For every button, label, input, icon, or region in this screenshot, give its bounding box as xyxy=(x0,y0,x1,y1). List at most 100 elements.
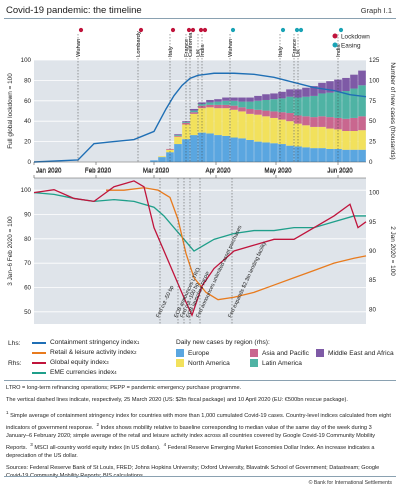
legend-lhs-prefix: Lhs: xyxy=(8,340,21,347)
cases-bar-north-america xyxy=(158,156,166,158)
cases-bar-europe xyxy=(310,148,318,162)
top-x-tick-label: May 2020 xyxy=(264,167,292,174)
bottom-rule xyxy=(4,476,396,477)
top-rhs-tick-label: 50 xyxy=(369,118,376,125)
cases-bar-north-america xyxy=(270,117,278,144)
top-lhs-tick-label: 60 xyxy=(24,98,31,105)
cases-bar-middle-east-africa xyxy=(310,86,318,96)
cases-bar-europe xyxy=(158,157,166,162)
cases-bar-north-america xyxy=(310,126,318,149)
cases-bar-middle-east-africa xyxy=(358,70,366,86)
legend-europe: Europe xyxy=(176,349,209,357)
bottom-lhs-tick-label: 60 xyxy=(24,285,31,292)
cases-bar-asia-pacific xyxy=(358,116,366,131)
fn1-num: 1 xyxy=(6,410,9,416)
cases-bar-north-america xyxy=(358,130,366,150)
top-x-tick-label: Jun 2020 xyxy=(327,167,353,174)
cases-bar-middle-east-africa xyxy=(270,93,278,100)
cases-bar-latin-america xyxy=(302,96,310,117)
eme-swatch xyxy=(32,371,46,374)
event-label: India xyxy=(200,44,206,57)
lockdown-marker xyxy=(198,27,204,33)
retail-sup: 2 xyxy=(133,350,137,355)
legend-north-america: North America xyxy=(176,359,230,367)
cases-bar-europe xyxy=(150,160,158,162)
event-label: California xyxy=(188,32,194,57)
top-rhs-tick-label: 75 xyxy=(369,98,376,105)
easing-marker xyxy=(338,27,344,33)
event-label: Lombardy xyxy=(136,31,142,57)
bottom-rhs-tick-label: 95 xyxy=(369,219,376,226)
cases-bar-north-america xyxy=(166,149,174,153)
cases-bar-europe xyxy=(254,141,262,162)
cases-bar-asia-pacific xyxy=(270,111,278,118)
bottom-x-tick-label: Jan 2020 xyxy=(36,168,62,175)
equity-label: Global equity index xyxy=(50,359,107,366)
cases-bar-asia-pacific xyxy=(230,105,238,110)
cases-bar-latin-america xyxy=(342,91,350,119)
north-america-label: North America xyxy=(188,359,230,367)
cases-bar-europe xyxy=(174,144,182,162)
cases-bar-north-america xyxy=(286,121,294,146)
cases-bar-latin-america xyxy=(310,95,318,118)
stringency-label: Containment stringency index xyxy=(50,339,137,346)
cases-bar-middle-east-africa xyxy=(238,97,246,102)
legend-stringency: Containment stringency index 1 xyxy=(32,339,139,346)
cases-bar-middle-east-africa xyxy=(230,97,238,101)
legend-rhs-prefix: Rhs: xyxy=(8,360,22,367)
cases-bar-europe xyxy=(230,137,238,162)
latin-america-label: Latin America xyxy=(262,359,302,367)
cases-bar-europe xyxy=(214,135,222,162)
europe-label: Europe xyxy=(188,349,210,357)
fn2-num: 2 xyxy=(96,421,99,427)
legend-equity: Global equity index 3 xyxy=(32,359,109,366)
bottom-lhs-tick-label: 100 xyxy=(21,187,32,194)
cases-bar-asia-pacific xyxy=(318,116,326,127)
easing-label: Easing xyxy=(341,43,361,50)
cases-bar-latin-america xyxy=(278,98,286,113)
cases-bar-europe xyxy=(206,133,214,162)
footnotes: 1 Simple average of containment stringen… xyxy=(6,409,394,461)
stringency-sup: 1 xyxy=(136,340,140,345)
cases-bar-north-america xyxy=(206,107,214,134)
cases-bar-asia-pacific xyxy=(174,135,182,137)
cases-bar-latin-america xyxy=(214,101,222,105)
cases-bar-north-america xyxy=(294,123,302,147)
notes: LTRO = long-term refinancing operations;… xyxy=(6,384,394,481)
cases-bar-middle-east-africa xyxy=(294,89,302,98)
top-rhs-tick-label: 0 xyxy=(369,159,373,166)
marker-legend: Lockdown Easing xyxy=(332,33,370,50)
europe-swatch xyxy=(176,349,184,357)
equity-sup: 3 xyxy=(106,360,109,365)
cases-bar-latin-america xyxy=(246,101,254,109)
cases-bar-asia-pacific xyxy=(350,117,358,131)
cases-bar-asia-pacific xyxy=(286,113,294,122)
cases-bar-latin-america xyxy=(198,104,206,106)
fn4-text: Federal Reserve Emerging Market Economie… xyxy=(6,444,375,460)
cases-bar-europe xyxy=(222,135,230,162)
cases-bar-middle-east-africa xyxy=(190,108,198,111)
lockdown-dot xyxy=(332,33,338,39)
cases-bar-europe xyxy=(358,149,366,162)
cases-bar-asia-pacific xyxy=(310,117,318,127)
event-label: UK xyxy=(196,49,202,57)
cases-bar-asia-pacific xyxy=(182,122,190,125)
top-x-tick-label: Jan 2020 xyxy=(36,167,62,174)
legend-latin-america: Latin America xyxy=(250,359,302,367)
cases-bar-asia-pacific xyxy=(214,104,222,109)
cases-bar-north-america xyxy=(174,136,182,145)
cases-bar-latin-america xyxy=(358,85,366,117)
easing-marker xyxy=(294,27,300,33)
lockdown-marker xyxy=(138,27,144,33)
fn3-num: 3 xyxy=(30,441,33,447)
cases-bar-north-america xyxy=(326,128,334,149)
event-label: France xyxy=(292,39,298,57)
easing-marker xyxy=(280,27,286,33)
cases-bar-asia-pacific xyxy=(278,112,286,120)
event-label: Wuhan xyxy=(228,39,234,57)
cases-bar-europe xyxy=(350,149,358,162)
lockdown-marker xyxy=(190,27,196,33)
retail-leisure-line xyxy=(106,187,367,301)
cases-bar-middle-east-africa xyxy=(222,97,230,101)
cases-bar-north-america xyxy=(318,126,326,149)
